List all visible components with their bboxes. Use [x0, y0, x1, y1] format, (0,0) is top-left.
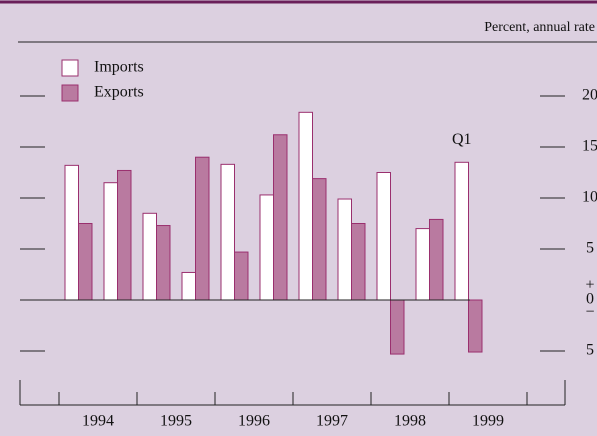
annotation: Q1 — [452, 131, 472, 148]
bar — [156, 225, 171, 301]
bar — [376, 172, 391, 301]
bar — [298, 111, 313, 301]
bar — [337, 198, 352, 301]
bar — [390, 299, 405, 355]
bar — [78, 223, 93, 301]
units-label: Percent, annual rate — [484, 20, 595, 35]
x-tick-label: 1998 — [394, 413, 426, 430]
bar — [142, 212, 157, 301]
y-tick-label: 5 — [586, 342, 594, 359]
bar — [117, 169, 132, 301]
y-tick-label: 20 — [582, 87, 597, 104]
y-tick-label: 10 — [582, 189, 597, 206]
y-tick-label: 0 — [586, 291, 594, 308]
bar — [468, 299, 483, 353]
legend-swatch — [61, 59, 79, 77]
x-tick-label: 1995 — [160, 413, 192, 430]
bar — [312, 178, 327, 301]
bar — [415, 228, 430, 301]
x-tick-label: 1997 — [316, 413, 348, 430]
bar — [273, 134, 288, 301]
zero-sign: + — [585, 277, 594, 294]
x-tick-label: 1994 — [82, 413, 114, 430]
bar — [454, 161, 469, 301]
x-tick-label: 1996 — [238, 413, 270, 430]
bar — [181, 271, 196, 301]
legend-swatch — [61, 84, 79, 102]
bar — [351, 223, 366, 301]
bar — [64, 164, 79, 301]
y-tick-label: 15 — [582, 138, 597, 155]
bar — [195, 156, 210, 301]
bar — [259, 194, 274, 301]
bar — [429, 218, 444, 301]
legend-label: Imports — [94, 59, 144, 76]
legend-label: Exports — [94, 84, 144, 101]
y-tick-label: 5 — [586, 240, 594, 257]
bar — [234, 251, 249, 301]
bar — [103, 182, 118, 301]
bar — [220, 163, 235, 301]
zero-sign: − — [585, 304, 594, 321]
x-tick-label: 1999 — [472, 413, 504, 430]
